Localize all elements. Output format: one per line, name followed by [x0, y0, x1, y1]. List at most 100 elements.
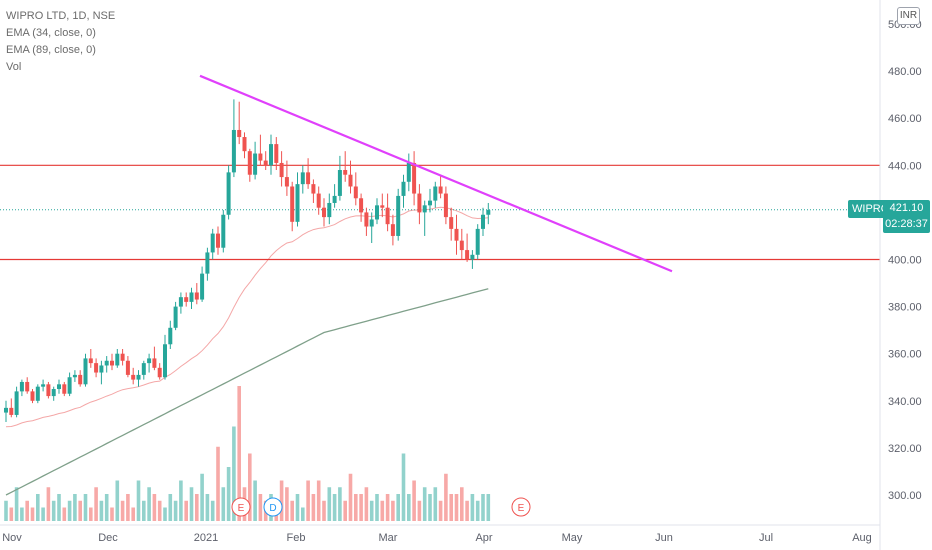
- volume-bar: [422, 487, 427, 521]
- volume-label[interactable]: Vol: [6, 61, 22, 73]
- horizontal-levels[interactable]: [0, 164, 880, 261]
- candle-body: [417, 193, 422, 213]
- volume-bar: [83, 494, 88, 521]
- volume-bar: [348, 473, 353, 521]
- volume-bar: [41, 507, 45, 521]
- candle-body: [88, 358, 93, 364]
- volume-bar: [375, 494, 379, 521]
- volume-bar: [221, 487, 226, 521]
- x-tick-label: Aug: [852, 532, 872, 544]
- volume-bar: [475, 500, 480, 521]
- volume-bar: [36, 494, 40, 521]
- volume-bar: [465, 500, 469, 521]
- x-tick-label: Nov: [2, 532, 22, 544]
- volume-bar: [380, 500, 385, 521]
- earnings-marker: [231, 497, 251, 517]
- volume-bar: [417, 500, 422, 521]
- volume-bar: [163, 507, 167, 521]
- volume-bar: [396, 494, 400, 521]
- candle-body: [173, 306, 178, 328]
- time-axis[interactable]: Nov Dec 2021 Feb Mar Apr May Jun Jul Aug: [0, 524, 880, 544]
- x-tick-label: Apr: [475, 532, 492, 544]
- price-axis[interactable]: 300.00320.00340.00360.00380.00400.00420.…: [879, 0, 922, 550]
- volume-bar: [285, 487, 289, 521]
- candle-body: [359, 198, 364, 213]
- candle-body: [30, 391, 35, 401]
- candle-body: [486, 210, 491, 215]
- candle-body: [141, 363, 146, 375]
- volume-bar: [189, 487, 194, 521]
- symbol-title[interactable]: WIPRO LTD, 1D, NSE: [6, 10, 116, 22]
- candle-body: [216, 233, 220, 248]
- currency-badge[interactable]: INR: [897, 7, 920, 25]
- candle-body: [322, 207, 326, 218]
- y-tick-label: 340.00: [888, 396, 922, 408]
- candle-body: [369, 219, 374, 227]
- volume-bar: [385, 494, 390, 521]
- volume-bar: [295, 494, 300, 521]
- candle-body: [327, 202, 332, 218]
- volume-bar: [290, 500, 294, 521]
- volume-bar: [279, 480, 284, 521]
- candle-body: [168, 327, 173, 345]
- volume-bar: [89, 507, 93, 521]
- y-tick-label: 460.00: [888, 113, 922, 125]
- candle-body: [41, 384, 46, 387]
- candle-body: [194, 292, 199, 300]
- chart-legend: WIPRO LTD, 1D, NSE EMA (34, close, 0) EM…: [6, 8, 115, 76]
- volume-bar: [136, 480, 141, 521]
- volume-bar: [232, 426, 236, 521]
- candle-body: [311, 184, 316, 194]
- volume-bar: [115, 480, 120, 521]
- candle-body: [200, 273, 205, 300]
- candle-body: [443, 193, 448, 218]
- candle-body: [375, 205, 379, 220]
- candle-body: [4, 407, 8, 413]
- volume-bar: [147, 487, 151, 521]
- candle-body: [125, 360, 130, 375]
- candle-body: [62, 384, 67, 394]
- x-tick-label: Mar: [379, 532, 398, 544]
- candle-body: [449, 217, 454, 229]
- candle-body: [284, 177, 289, 187]
- y-tick-label: 440.00: [888, 160, 922, 172]
- candle-body: [78, 374, 83, 385]
- volume-bar: [152, 494, 157, 521]
- candle-body: [364, 212, 369, 227]
- candle-body: [300, 172, 305, 185]
- candle-body: [46, 384, 51, 397]
- candle-body: [269, 144, 273, 166]
- volume-bar: [200, 473, 204, 521]
- y-tick-label: 300.00: [888, 490, 922, 502]
- candle-body: [221, 214, 226, 248]
- candle-body: [14, 391, 19, 415]
- candle-body: [25, 381, 30, 392]
- x-tick-label: Feb: [287, 532, 306, 544]
- volume-bar: [78, 500, 82, 521]
- candle-body: [110, 360, 114, 366]
- ema89-label[interactable]: EMA (89, close, 0): [6, 44, 96, 56]
- volume-bar: [301, 507, 305, 521]
- candle-body: [210, 233, 215, 253]
- descending-trendline: [199, 74, 673, 273]
- volume-bar: [14, 487, 19, 521]
- volume-bar: [470, 494, 475, 521]
- candle-body: [67, 377, 72, 394]
- volume-bar: [316, 480, 321, 521]
- volume-bar: [258, 494, 263, 521]
- trendline[interactable]: [199, 74, 673, 273]
- ema34-label[interactable]: EMA (34, close, 0): [6, 27, 96, 39]
- volume-bar: [94, 487, 98, 521]
- volume-bar: [343, 500, 347, 521]
- candle-body: [459, 240, 464, 251]
- volume-bar: [460, 487, 464, 521]
- candle-body: [147, 358, 152, 364]
- volume-bar: [126, 494, 130, 521]
- x-tick-label: 2021: [194, 532, 218, 544]
- volume-bar: [173, 500, 178, 521]
- candle-body: [83, 358, 88, 385]
- volume-bar: [412, 480, 416, 521]
- candle-body: [184, 297, 189, 302]
